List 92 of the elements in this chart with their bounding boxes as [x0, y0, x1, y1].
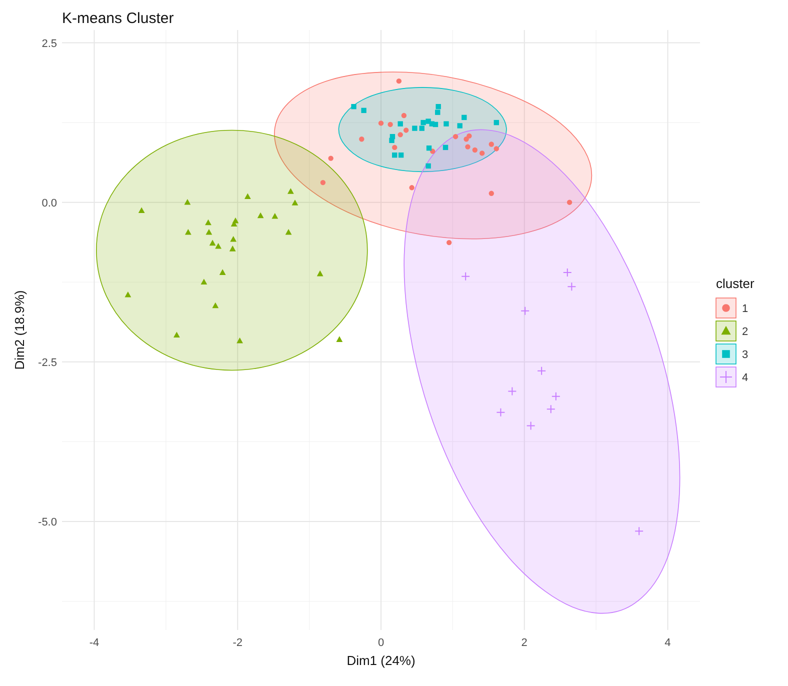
point — [466, 133, 472, 139]
point — [229, 246, 236, 252]
x-tick-label: 0 — [378, 637, 384, 649]
point — [494, 120, 500, 126]
chart-title: K-means Cluster — [62, 10, 174, 27]
point — [351, 104, 356, 110]
point — [426, 145, 432, 151]
x-tick-label: 4 — [664, 637, 671, 649]
point — [359, 136, 364, 142]
y-tick-label: -5.0 — [38, 516, 57, 528]
x-axis-title: Dim1 (24%) — [346, 653, 416, 668]
point — [537, 366, 546, 376]
point — [209, 240, 216, 246]
point — [520, 306, 530, 316]
point — [205, 219, 212, 226]
point — [452, 134, 458, 140]
point — [388, 122, 393, 128]
point — [446, 240, 452, 246]
y-tick-label: 0.0 — [42, 197, 57, 210]
point — [435, 110, 440, 115]
point — [444, 121, 449, 126]
point — [173, 332, 180, 338]
point — [472, 147, 478, 153]
point — [508, 386, 517, 396]
point — [461, 272, 470, 281]
point — [488, 142, 494, 147]
legend-label: 4 — [742, 372, 748, 384]
point — [551, 392, 560, 401]
legend-label: 3 — [742, 349, 748, 361]
point — [496, 408, 506, 417]
point — [392, 152, 398, 158]
point — [401, 112, 407, 118]
point — [419, 126, 424, 131]
point — [287, 188, 294, 194]
point — [436, 104, 441, 110]
point — [212, 302, 219, 308]
point — [479, 150, 485, 156]
point — [494, 146, 500, 152]
point — [285, 228, 292, 235]
legend-title: cluster — [716, 276, 755, 291]
point — [232, 217, 239, 224]
point — [184, 198, 191, 205]
point — [389, 138, 394, 144]
point — [392, 144, 398, 150]
point — [562, 268, 572, 278]
point — [230, 236, 237, 242]
legend-label: 2 — [742, 326, 748, 338]
point — [398, 132, 403, 138]
point — [465, 144, 470, 150]
point — [546, 404, 556, 414]
point — [124, 291, 132, 298]
point — [398, 121, 403, 126]
point — [457, 123, 462, 128]
point — [215, 242, 222, 249]
point — [403, 128, 409, 133]
point — [634, 526, 644, 536]
point — [526, 421, 536, 430]
point — [398, 152, 404, 158]
point — [206, 228, 212, 235]
point — [432, 122, 438, 128]
point — [292, 200, 298, 206]
point — [361, 108, 366, 114]
point — [396, 78, 402, 84]
legend-label: 1 — [742, 303, 748, 315]
point — [244, 193, 251, 199]
point — [462, 114, 467, 120]
point — [328, 156, 334, 161]
y-axis-title: Dim2 (18.9%) — [12, 290, 27, 370]
point — [420, 120, 426, 126]
y-tick-label: 2.5 — [42, 38, 57, 50]
point — [219, 269, 226, 275]
point — [184, 228, 192, 235]
point — [409, 185, 414, 190]
point — [567, 282, 576, 292]
point — [412, 126, 418, 131]
y-tick-label: -2.5 — [38, 356, 57, 369]
point — [316, 270, 324, 276]
point — [320, 180, 326, 186]
point — [336, 336, 343, 342]
x-tick-label: -4 — [89, 637, 100, 649]
point — [488, 190, 494, 196]
point — [138, 207, 145, 214]
x-tick-label: -2 — [232, 637, 243, 649]
point — [272, 212, 278, 219]
point — [566, 200, 572, 205]
x-tick-label: 2 — [521, 637, 528, 649]
point — [200, 278, 208, 285]
point — [378, 120, 384, 126]
point — [442, 144, 448, 150]
point — [236, 337, 243, 344]
point — [426, 163, 431, 169]
point — [257, 212, 264, 218]
